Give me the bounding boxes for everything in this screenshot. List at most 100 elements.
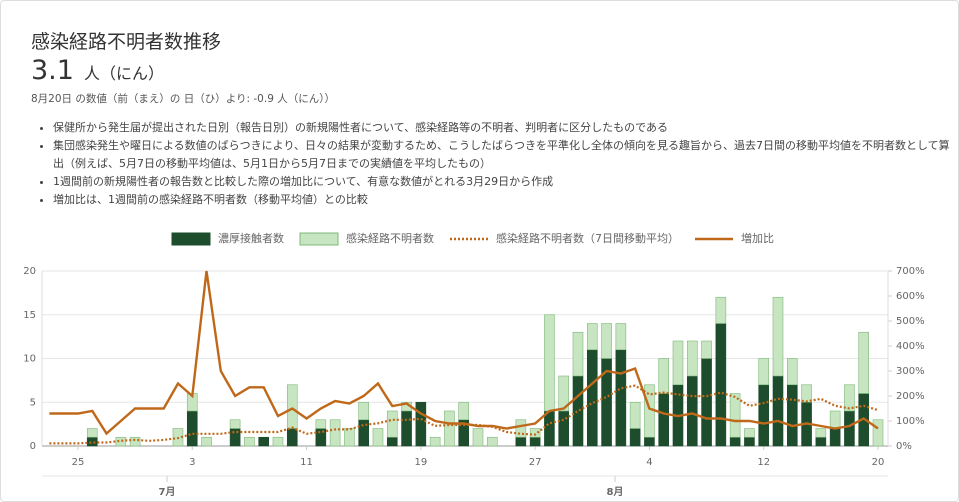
legend-label: 感染経路不明者数: [346, 231, 434, 245]
bar: [786, 384, 798, 447]
y2-tick-label: 400%: [896, 341, 925, 352]
bar: [515, 436, 527, 447]
bar: [486, 436, 498, 447]
bar: [429, 436, 441, 447]
x-tick-label: 3: [189, 457, 195, 468]
bar: [258, 436, 269, 447]
note: 増加比は、1週間前の感染経路不明者数（移動平均値）との比較: [53, 191, 953, 209]
bar: [658, 393, 670, 447]
bar: [615, 349, 627, 447]
bar: [829, 428, 841, 447]
bar: [815, 436, 827, 447]
bar: [329, 419, 341, 447]
ratio-line: [49, 270, 879, 436]
legend-label: 感染経路不明者数（7日間移動平均）: [496, 231, 679, 245]
bar: [801, 384, 812, 403]
bar: [586, 323, 598, 351]
y-tick-label: 20: [23, 266, 36, 277]
y2-tick-label: 200%: [896, 391, 925, 402]
bar: [629, 428, 641, 447]
bar: [372, 428, 384, 447]
y2-tick-label: 600%: [896, 291, 925, 302]
bar: [229, 419, 241, 429]
bar: [86, 436, 98, 447]
x-tick-label: 27: [529, 457, 542, 468]
bar: [815, 428, 827, 438]
bar: [315, 428, 327, 447]
x-tick-label: 12: [757, 457, 770, 468]
bar: [358, 401, 369, 421]
bar: [872, 419, 884, 447]
bar: [515, 419, 527, 438]
bar: [672, 340, 684, 386]
bar: [772, 375, 784, 447]
bar: [601, 323, 612, 359]
bar: [686, 340, 698, 377]
x-tick-label: 4: [646, 457, 652, 468]
legend-label: 増加比: [741, 232, 774, 245]
bar: [344, 428, 355, 447]
bar: [572, 375, 584, 447]
current-value: 3.1 人（にん）: [31, 55, 164, 86]
bar: [386, 436, 398, 447]
bar: [315, 419, 327, 429]
y2-tick-label: 100%: [896, 416, 925, 427]
bar: [729, 436, 741, 447]
bar: [844, 410, 855, 447]
bar: [858, 331, 870, 394]
bar: [401, 410, 412, 447]
bar: [701, 358, 712, 447]
bar: [786, 358, 798, 386]
bar: [615, 323, 627, 351]
bar: [558, 410, 570, 447]
y2-tick-label: 700%: [896, 266, 925, 277]
y2-tick-label: 300%: [896, 366, 925, 377]
x-tick-label: 19: [414, 457, 427, 468]
note: 保健所から発生届が提出された日別（報告日別）の新規陽性者について、感染経路等の不…: [53, 119, 953, 137]
bar: [386, 410, 398, 438]
bar: [772, 296, 784, 377]
bar: [129, 436, 141, 447]
bar: [529, 428, 541, 438]
bar: [415, 401, 427, 447]
bar: [544, 314, 555, 412]
bar: [286, 428, 298, 447]
month-label: 8月: [607, 486, 624, 498]
bar: [686, 375, 698, 447]
bar: [458, 401, 470, 421]
x-tick-label: 20: [872, 457, 885, 468]
bar: [572, 331, 584, 377]
bar: [115, 436, 127, 447]
bar: [701, 340, 712, 359]
bar: [744, 436, 755, 447]
bar: [229, 428, 241, 447]
bar: [829, 410, 841, 429]
bar: [715, 323, 727, 447]
bar: [201, 436, 212, 447]
notes: 保健所から発生届が提出された日別（報告日別）の新規陽性者について、感染経路等の不…: [31, 119, 953, 209]
bar: [272, 436, 284, 447]
bar: [658, 358, 670, 394]
y-tick-label: 10: [23, 354, 36, 365]
y-tick-label: 15: [23, 310, 36, 321]
bar: [744, 428, 755, 438]
bar: [729, 393, 741, 438]
note: 集団感染発生や曜日による数値のばらつきにより、日々の結果が変動するため、こうした…: [53, 137, 953, 173]
bar: [472, 428, 484, 447]
bar: [844, 384, 855, 412]
bar: [558, 375, 570, 412]
subtitle: 8月20日 の数値（前（まえ）の 日（ひ）より: -0.9 人（にん））: [31, 93, 335, 105]
x-tick-label: 11: [300, 457, 313, 468]
bar: [529, 436, 541, 447]
bar: [544, 410, 555, 447]
month-label: 7月: [159, 486, 176, 498]
y2-tick-label: 500%: [896, 316, 925, 327]
legend-swatch: [171, 232, 211, 246]
bar: [86, 428, 98, 438]
value: 3.1: [31, 55, 74, 86]
y-tick-label: 5: [30, 397, 36, 408]
bar: [758, 384, 770, 447]
bar: [758, 358, 770, 386]
